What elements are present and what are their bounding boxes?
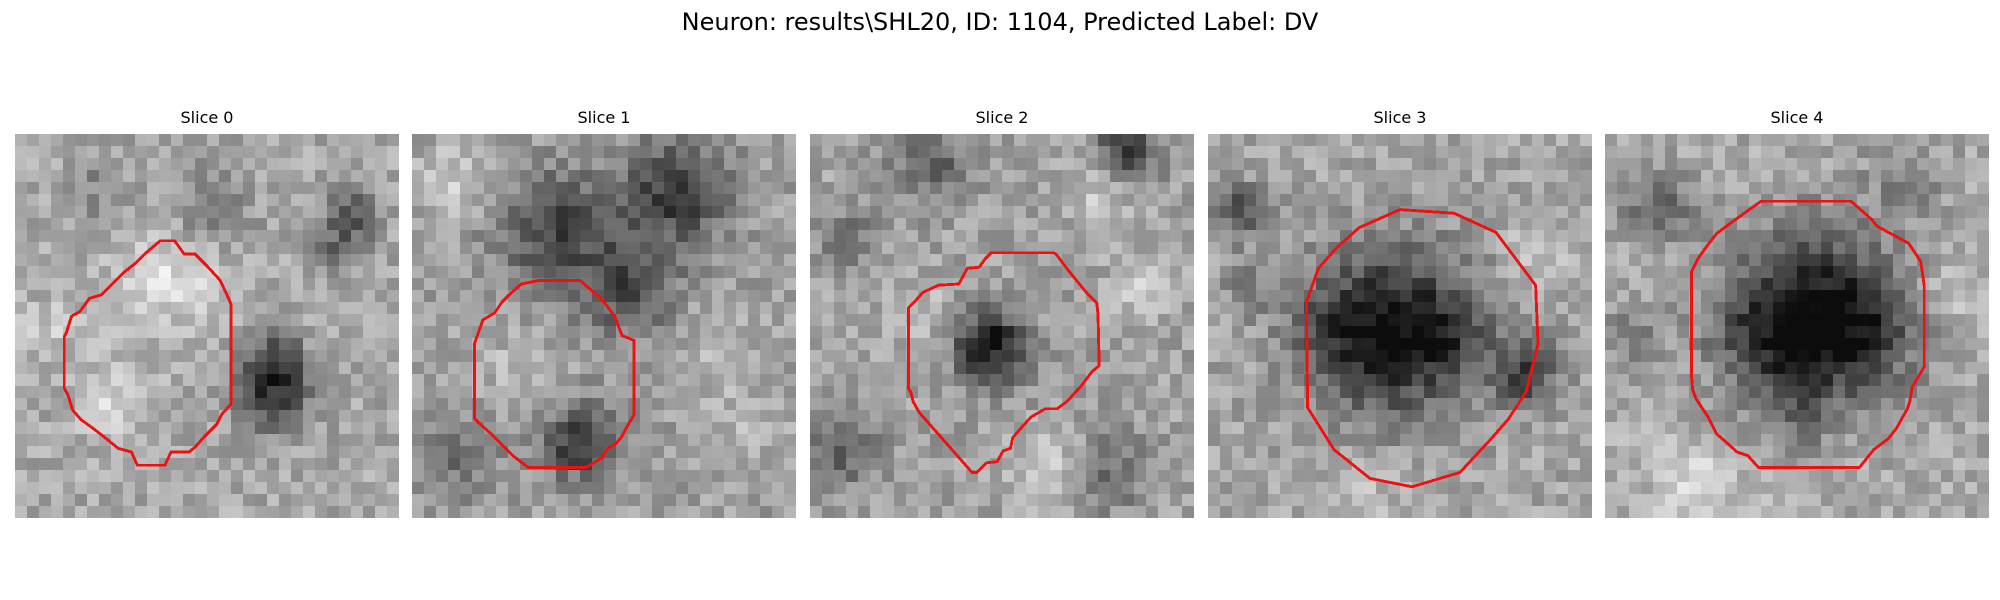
slice-image-pixels — [810, 134, 1194, 518]
roi-contour — [906, 251, 1101, 474]
roi-contour — [1689, 199, 1926, 470]
slice-title-4: Slice 4 — [1770, 108, 1824, 127]
slice-image-pixels — [1208, 134, 1592, 518]
slice-image-0 — [15, 134, 399, 518]
slice-panel-1: Slice 1 — [412, 108, 796, 520]
slice-panel-3: Slice 3 — [1208, 108, 1592, 520]
slice-image-3 — [1208, 134, 1592, 518]
slice-title-1: Slice 1 — [577, 108, 631, 127]
slice-title-0: Slice 0 — [180, 108, 234, 127]
slice-image-4 — [1605, 134, 1989, 518]
figure-title: Neuron: results\SHL20, ID: 1104, Predict… — [681, 8, 1319, 36]
roi-contour — [62, 239, 233, 467]
roi-contour — [472, 278, 636, 470]
slice-image-pixels — [1605, 134, 1989, 518]
slice-panel-0: Slice 0 — [15, 108, 399, 520]
slice-image-pixels — [15, 134, 399, 518]
slice-image-pixels — [412, 134, 796, 518]
slice-panel-4: Slice 4 — [1605, 108, 1989, 520]
slice-image-2 — [810, 134, 1194, 518]
slice-image-1 — [412, 134, 796, 518]
roi-contour — [1304, 208, 1540, 489]
slice-title-3: Slice 3 — [1373, 108, 1427, 127]
slice-title-2: Slice 2 — [975, 108, 1029, 127]
slice-panel-2: Slice 2 — [810, 108, 1194, 520]
